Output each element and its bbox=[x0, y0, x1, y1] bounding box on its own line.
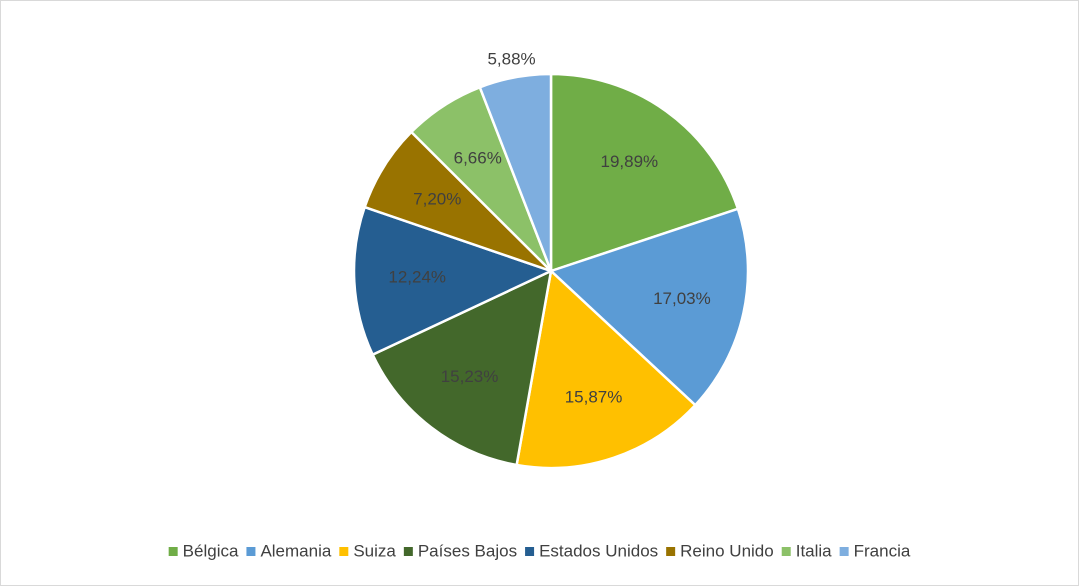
legend-marker bbox=[839, 547, 849, 556]
data-label: 19,89% bbox=[601, 152, 659, 171]
data-label: 15,23% bbox=[441, 367, 499, 386]
data-label: 12,24% bbox=[388, 268, 446, 287]
legend-label: Estados Unidos bbox=[539, 541, 658, 560]
legend-label: Alemania bbox=[260, 541, 331, 560]
legend-marker bbox=[525, 547, 535, 556]
pie-slice bbox=[548, 207, 750, 407]
legend-marker bbox=[246, 547, 256, 556]
legend-label: Suiza bbox=[353, 541, 396, 560]
pie-slice bbox=[549, 72, 740, 273]
data-label: 7,20% bbox=[413, 190, 461, 209]
legend-label: Reino Unido bbox=[680, 541, 774, 560]
legend-label: Bélgica bbox=[183, 541, 239, 560]
pie-slice bbox=[515, 268, 698, 470]
data-label: 6,66% bbox=[454, 148, 502, 167]
pie-slice bbox=[352, 205, 555, 357]
pie-slice bbox=[478, 72, 553, 272]
data-label: 17,03% bbox=[653, 289, 711, 308]
legend-label: Países Bajos bbox=[418, 541, 517, 560]
data-label: 5,88% bbox=[487, 49, 535, 68]
legend-label: Francia bbox=[854, 541, 911, 560]
legend-marker bbox=[781, 547, 791, 556]
legend-marker bbox=[339, 547, 349, 556]
pie-slice bbox=[370, 268, 553, 467]
data-label: 15,87% bbox=[565, 388, 623, 407]
legend-marker bbox=[666, 547, 676, 556]
legend-marker bbox=[403, 547, 413, 556]
legend-label: Italia bbox=[796, 541, 832, 560]
legend-marker bbox=[168, 547, 178, 556]
